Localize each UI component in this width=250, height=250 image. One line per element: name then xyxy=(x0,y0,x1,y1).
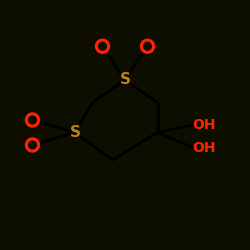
Circle shape xyxy=(96,39,110,53)
Text: OH: OH xyxy=(192,140,216,154)
Circle shape xyxy=(99,42,106,50)
Circle shape xyxy=(144,42,151,50)
Circle shape xyxy=(140,39,154,53)
Circle shape xyxy=(26,113,40,127)
Text: S: S xyxy=(120,72,130,88)
Circle shape xyxy=(29,116,36,124)
Circle shape xyxy=(26,138,40,152)
Text: OH: OH xyxy=(192,118,216,132)
Text: S: S xyxy=(70,125,80,140)
Circle shape xyxy=(29,141,36,149)
